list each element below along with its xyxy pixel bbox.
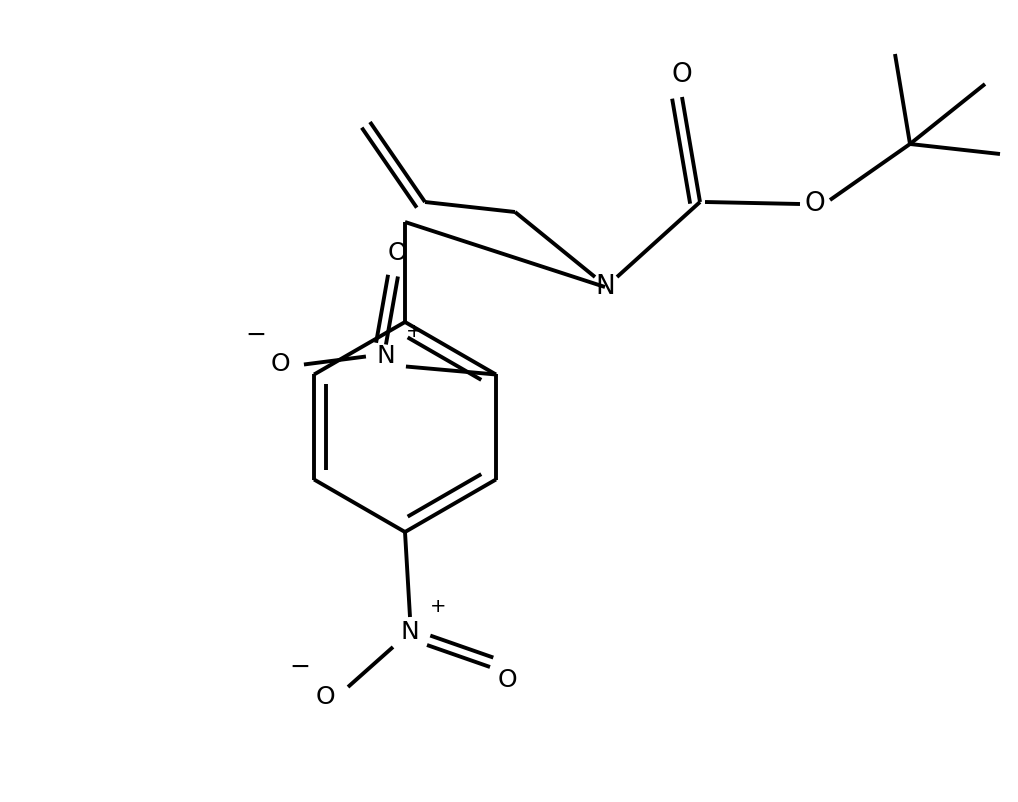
Text: +: + bbox=[430, 597, 446, 617]
Text: O: O bbox=[388, 241, 408, 265]
Text: O: O bbox=[672, 62, 692, 88]
Text: O: O bbox=[316, 685, 335, 709]
Text: O: O bbox=[271, 353, 291, 376]
Text: −: − bbox=[289, 655, 310, 679]
Text: −: − bbox=[245, 322, 267, 346]
Text: N: N bbox=[596, 274, 615, 300]
Text: +: + bbox=[406, 322, 422, 341]
Text: N: N bbox=[377, 345, 395, 368]
Text: O: O bbox=[804, 191, 826, 217]
Text: N: N bbox=[401, 620, 419, 644]
Text: O: O bbox=[497, 668, 517, 692]
